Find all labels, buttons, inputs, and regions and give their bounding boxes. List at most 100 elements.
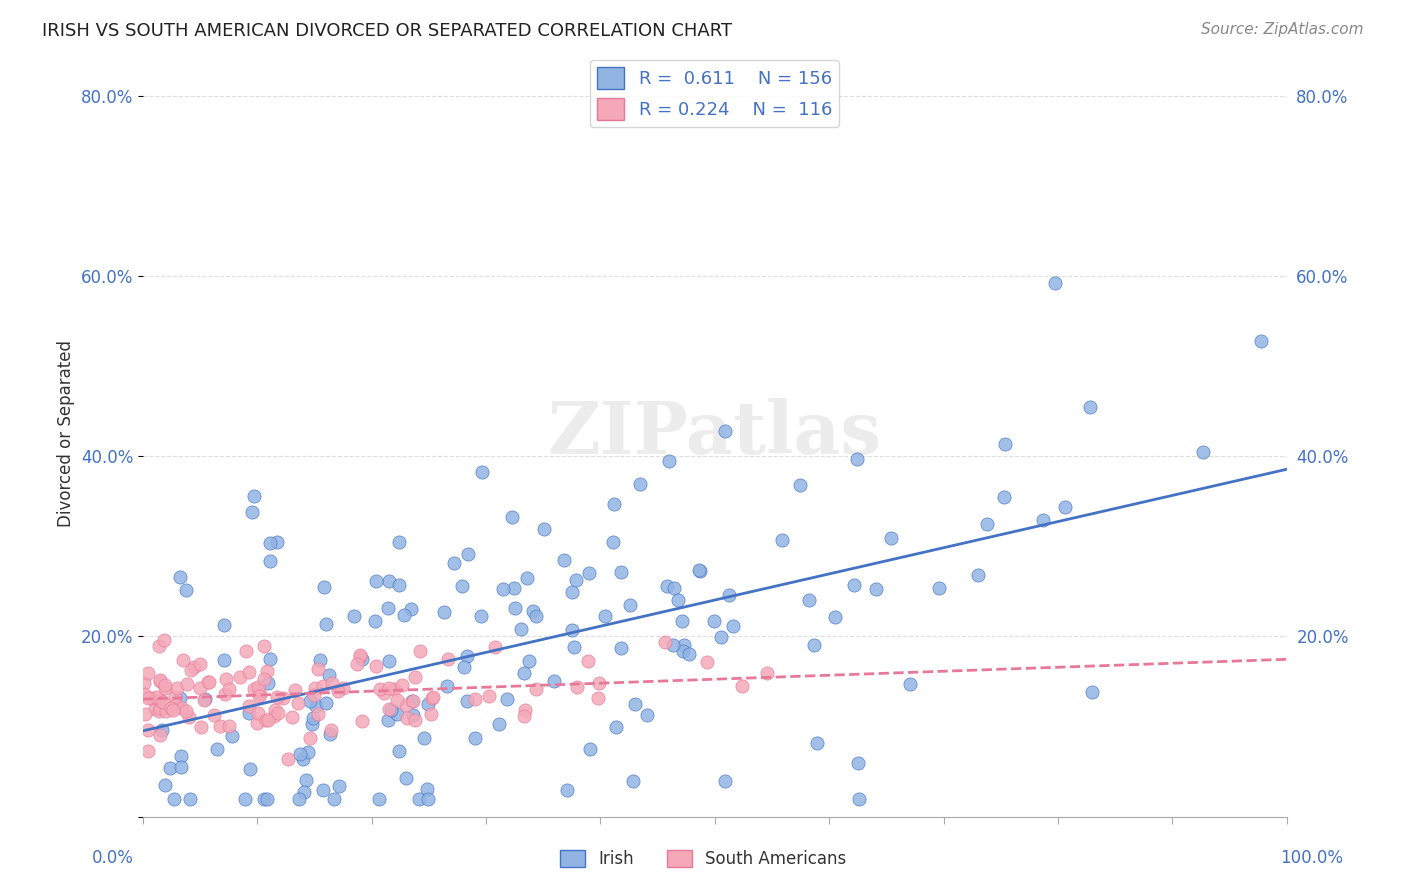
Point <box>394 771 416 785</box>
Point <box>134 706 156 721</box>
Legend: R =  0.611    N = 156, R = 0.224    N =  116: R = 0.611 N = 156, R = 0.224 N = 116 <box>591 60 839 128</box>
Point <box>388 578 411 592</box>
Point <box>202 707 225 722</box>
Point <box>503 601 526 615</box>
Point <box>470 609 492 624</box>
Point <box>176 676 198 690</box>
Point <box>165 698 187 713</box>
Point <box>495 691 517 706</box>
Point <box>328 779 350 793</box>
Point <box>364 658 387 673</box>
Point <box>1078 401 1101 415</box>
Point <box>503 581 526 595</box>
Point <box>139 691 162 706</box>
Point <box>174 705 197 719</box>
Point <box>297 745 319 759</box>
Point <box>422 690 444 704</box>
Point <box>713 424 735 438</box>
Point <box>377 574 399 588</box>
Point <box>522 603 544 617</box>
Point <box>214 688 236 702</box>
Point <box>169 690 191 705</box>
Point <box>136 723 159 737</box>
Point <box>183 659 205 673</box>
Point <box>246 680 269 694</box>
Point <box>247 706 270 720</box>
Point <box>515 703 537 717</box>
Point <box>145 690 167 704</box>
Point <box>488 717 510 731</box>
Point <box>242 489 264 503</box>
Point <box>586 691 609 706</box>
Point <box>318 667 340 681</box>
Point <box>731 679 754 693</box>
Point <box>824 610 846 624</box>
Point <box>266 534 288 549</box>
Point <box>512 708 534 723</box>
Point <box>994 437 1017 451</box>
Point <box>208 719 231 733</box>
Point <box>392 607 415 622</box>
Point <box>385 692 408 706</box>
Point <box>366 574 388 589</box>
Point <box>678 647 700 661</box>
Point <box>880 531 903 545</box>
Point <box>155 705 177 719</box>
Point <box>215 673 238 687</box>
Point <box>134 675 156 690</box>
Point <box>382 681 405 696</box>
Point <box>221 729 243 743</box>
Point <box>561 623 583 637</box>
Point <box>478 690 501 704</box>
Point <box>453 659 475 673</box>
Point <box>319 723 342 738</box>
Text: IRISH VS SOUTH AMERICAN DIVORCED OR SEPARATED CORRELATION CHART: IRISH VS SOUTH AMERICAN DIVORCED OR SEPA… <box>42 22 733 40</box>
Point <box>149 673 172 688</box>
Text: 100.0%: 100.0% <box>1279 849 1343 867</box>
Point <box>806 736 828 750</box>
Point <box>378 702 401 716</box>
Point <box>253 791 276 805</box>
Point <box>214 618 236 632</box>
Point <box>159 761 181 775</box>
Point <box>413 731 436 745</box>
Point <box>803 639 825 653</box>
Point <box>229 670 252 684</box>
Point <box>1032 513 1054 527</box>
Point <box>662 581 685 595</box>
Point <box>162 703 184 717</box>
Point <box>287 696 309 710</box>
Point <box>377 713 399 727</box>
Point <box>179 791 201 805</box>
Point <box>471 465 494 479</box>
Point <box>170 749 193 764</box>
Point <box>517 655 540 669</box>
Point <box>304 681 326 695</box>
Point <box>657 579 679 593</box>
Point <box>198 674 221 689</box>
Text: Source: ZipAtlas.com: Source: ZipAtlas.com <box>1201 22 1364 37</box>
Point <box>238 698 260 713</box>
Point <box>1054 500 1077 514</box>
Point <box>408 644 430 658</box>
Point <box>302 688 325 702</box>
Point <box>153 633 176 648</box>
Point <box>672 638 695 652</box>
Point <box>305 698 328 713</box>
Point <box>391 678 413 692</box>
Point <box>166 681 188 695</box>
Point <box>150 723 173 737</box>
Point <box>404 670 426 684</box>
Point <box>443 556 465 570</box>
Point <box>666 592 689 607</box>
Point <box>420 707 443 722</box>
Point <box>416 698 439 712</box>
Point <box>1250 334 1272 349</box>
Point <box>271 690 294 705</box>
Point <box>516 571 538 585</box>
Point <box>420 690 443 705</box>
Point <box>385 706 408 721</box>
Point <box>256 713 278 727</box>
Point <box>401 694 423 708</box>
Point <box>388 744 411 758</box>
